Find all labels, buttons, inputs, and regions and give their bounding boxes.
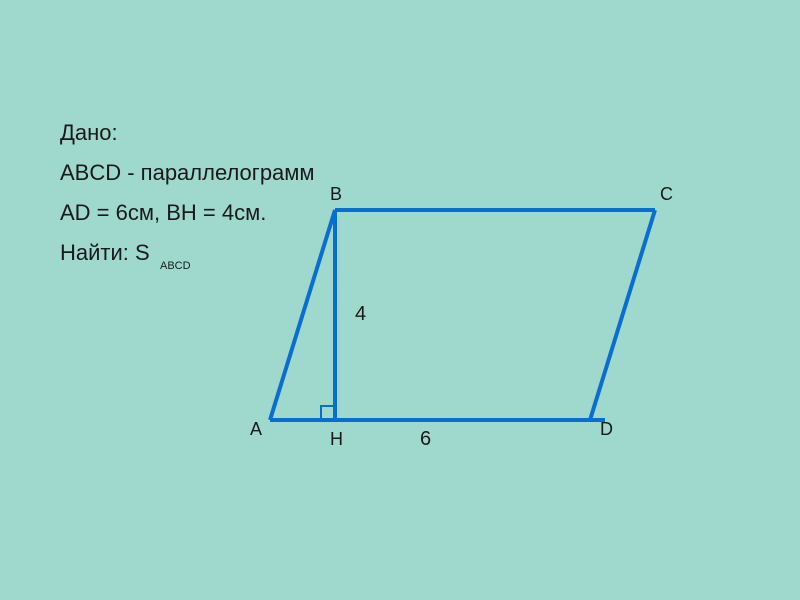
vertex-label-C: C [660, 184, 673, 204]
parallelogram-diagram: A B C D H 4 6 [0, 0, 800, 600]
vertex-label-A: A [250, 419, 262, 439]
vertex-label-B: B [330, 184, 342, 204]
vertex-label-D: D [600, 419, 613, 439]
side-CD [590, 210, 655, 420]
stage: Дано:ABCD - параллелограммAD = 6см, BH =… [0, 0, 800, 600]
right-angle-marker [321, 406, 335, 420]
vertex-label-H: H [330, 429, 343, 449]
value-label-base: 6 [420, 428, 431, 450]
value-label-height: 4 [355, 303, 366, 325]
side-AB [270, 210, 335, 420]
